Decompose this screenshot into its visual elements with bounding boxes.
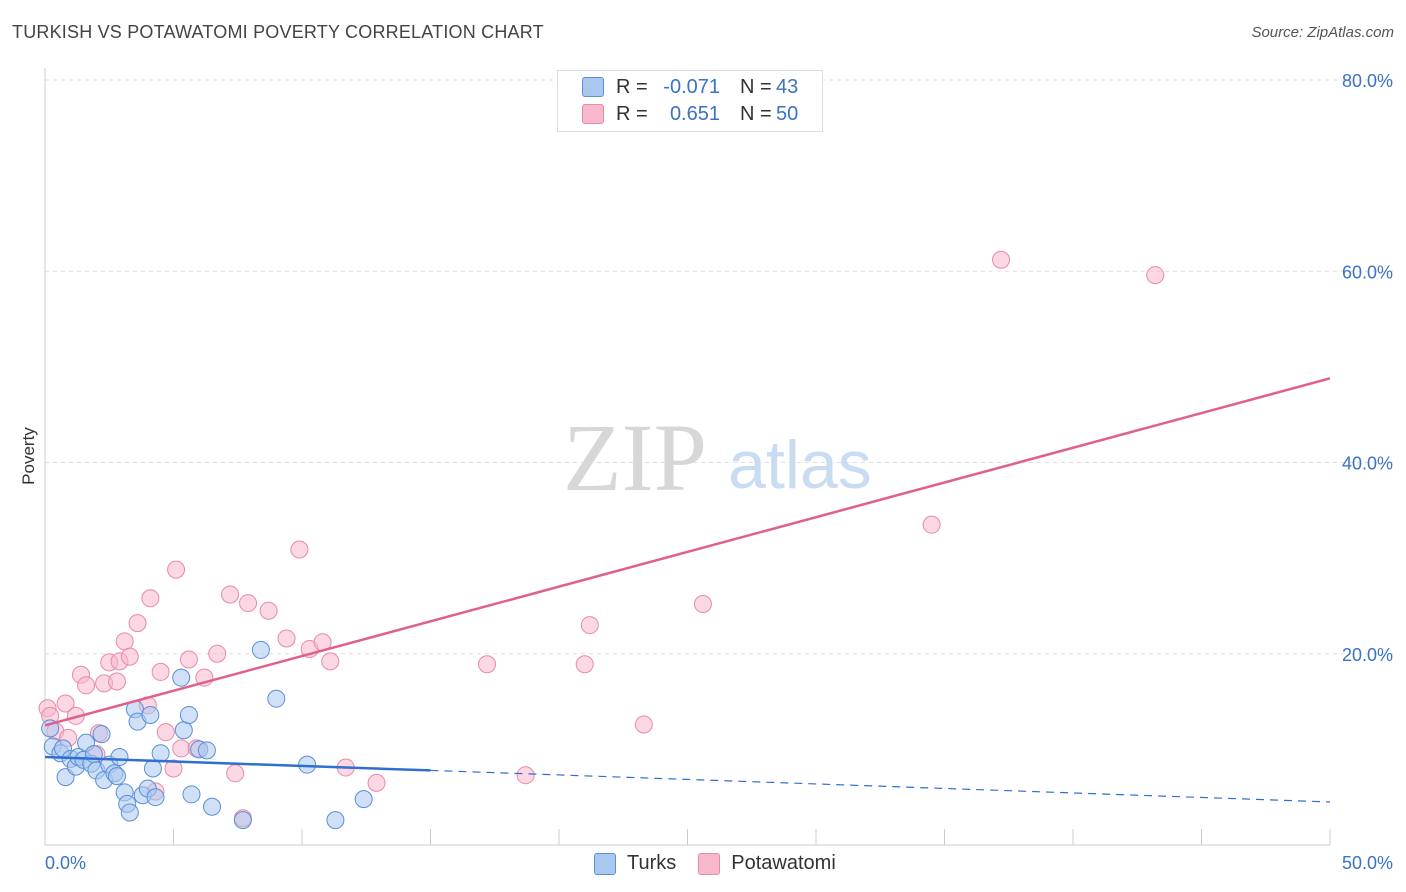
potawatomi-point [580, 616, 599, 635]
r-label: R = [616, 75, 648, 98]
turks-point [146, 788, 165, 807]
potawatomi-point [56, 694, 75, 713]
turks-point [151, 744, 170, 763]
potawatomi-point [478, 655, 497, 674]
potawatomi-point [575, 655, 594, 674]
r-value: 0.651 [669, 102, 720, 125]
potawatomi-point [693, 595, 712, 614]
potawatomi-point [259, 601, 278, 620]
turks-point [233, 811, 252, 830]
potawatomi-point [77, 676, 96, 695]
turks-points [41, 640, 373, 830]
turks-point [174, 721, 193, 740]
turks-swatch [582, 77, 604, 97]
turks-point [197, 741, 216, 760]
turks-legend-swatch [594, 852, 616, 875]
potawatomi-point [992, 250, 1011, 269]
potawatomi-point [226, 764, 245, 783]
potawatomi-legend-swatch [698, 852, 721, 875]
potawatomi-point [516, 766, 535, 785]
potawatomi-point [321, 652, 340, 671]
r-label: R = [616, 102, 648, 125]
legend-row-turks: R = -0.071 N = 43 [582, 75, 798, 99]
potawatomi-point [239, 594, 258, 613]
y-tick-labels: 20.0% 40.0% 60.0% 80.0% [1342, 71, 1393, 665]
potawatomi-point [208, 644, 227, 663]
watermark: ZIP atlas [563, 404, 872, 511]
potawatomi-point [221, 585, 240, 604]
potawatomi-point [120, 647, 139, 666]
n-value: 50 [776, 102, 799, 125]
watermark-zip: ZIP [563, 404, 707, 511]
potawatomi-points [38, 250, 1165, 828]
n-label: N = [740, 102, 772, 125]
n-value: 43 [776, 75, 799, 98]
potawatomi-point [151, 662, 170, 681]
grid-lines [45, 79, 1393, 655]
turks-point [120, 803, 139, 822]
turks-point [172, 668, 191, 687]
x-tick-labels: 0.0% 50.0% [45, 853, 1393, 873]
turks-point [141, 705, 160, 724]
potawatomi-point [1146, 266, 1165, 285]
correlation-legend: R = -0.071 N = 43 R = 0.651 N = 50 [557, 70, 823, 132]
y-axis-label: Poverty [19, 427, 38, 485]
watermark-atlas: atlas [728, 427, 872, 503]
x-tick-label-left: 0.0% [45, 853, 86, 873]
potawatomi-point [141, 589, 160, 608]
turks-point [203, 797, 222, 816]
legend-row-potawatomi: R = 0.651 N = 50 [582, 102, 798, 126]
potawatomi-swatch [582, 104, 604, 124]
potawatomi-point [367, 773, 386, 792]
potawatomi-point [156, 723, 175, 742]
turks-point [107, 767, 126, 786]
potawatomi-point [164, 759, 183, 778]
potawatomi-legend-label: Potawatomi [731, 852, 836, 874]
turks-point [182, 785, 201, 804]
turks-legend-label: Turks [627, 852, 677, 874]
turks-trend-line-extrapolated [430, 769, 1331, 803]
potawatomi-point [107, 672, 126, 691]
r-value: -0.071 [663, 75, 720, 98]
turks-point [267, 689, 286, 708]
x-tick-label-right: 50.0% [1342, 853, 1393, 873]
potawatomi-point [167, 560, 186, 579]
turks-point [251, 640, 270, 659]
legend-item-potawatomi: Potawatomi [698, 852, 836, 875]
y-tick-label: 80.0% [1342, 71, 1393, 91]
turks-point [179, 705, 198, 724]
potawatomi-point [115, 632, 134, 651]
turks-point [110, 748, 129, 767]
turks-trend-line [44, 755, 431, 772]
y-tick-label: 40.0% [1342, 454, 1393, 474]
y-tick-label: 20.0% [1342, 645, 1393, 665]
source-label: Source: ZipAtlas.com [1251, 24, 1394, 41]
trend-lines [44, 377, 1331, 803]
chart-title: TURKISH VS POTAWATOMI POVERTY CORRELATIO… [12, 22, 544, 42]
potawatomi-point [290, 540, 309, 559]
potawatomi-point [172, 739, 191, 758]
series-legend: Turks Potawatomi [594, 852, 858, 875]
potawatomi-point [277, 629, 296, 648]
potawatomi-point [128, 614, 147, 633]
turks-point [326, 811, 345, 830]
n-label: N = [740, 75, 772, 98]
turks-point [143, 759, 162, 778]
legend-item-turks: Turks [594, 852, 676, 875]
potawatomi-point [634, 715, 653, 734]
potawatomi-point [179, 650, 198, 669]
y-tick-label: 60.0% [1342, 262, 1393, 282]
potawatomi-trend-line [44, 377, 1331, 727]
turks-point [354, 790, 373, 809]
potawatomi-point [922, 515, 941, 534]
turks-point [92, 725, 111, 744]
